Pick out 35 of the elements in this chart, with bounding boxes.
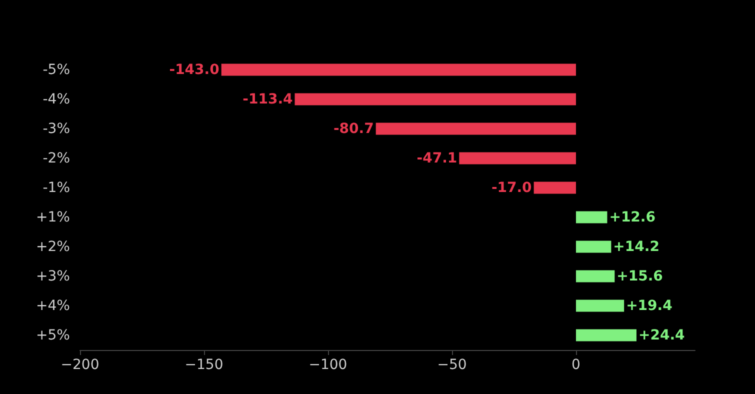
y-tick-label: +3%	[36, 268, 70, 284]
bar	[576, 300, 624, 312]
x-tick-label: −50	[437, 357, 467, 373]
data-label: -143.0	[169, 62, 220, 78]
data-label: -47.1	[416, 150, 458, 166]
x-tick-label: −200	[60, 357, 100, 373]
x-tick-label: −100	[308, 357, 348, 373]
x-tick-label: 0	[572, 357, 580, 373]
bar	[459, 152, 576, 164]
y-tick-label: +5%	[36, 327, 70, 344]
y-tick-label: -5%	[42, 62, 70, 78]
bar	[221, 64, 576, 76]
bar	[576, 240, 612, 253]
bar	[534, 182, 576, 194]
bar	[576, 270, 615, 282]
y-tick-label: -1%	[42, 180, 70, 196]
data-label: +14.2	[613, 238, 660, 255]
y-tick-label: -2%	[42, 150, 70, 166]
data-label: -17.0	[491, 180, 532, 196]
data-label: +15.6	[616, 268, 663, 284]
data-label: +24.4	[638, 327, 686, 344]
bar	[576, 329, 636, 342]
data-label: +19.4	[626, 298, 673, 314]
bar	[576, 211, 608, 224]
y-tick-label: -4%	[42, 91, 70, 108]
data-label: -113.4	[242, 91, 294, 108]
y-tick-label: -3%	[42, 120, 70, 137]
y-tick-label: +2%	[36, 238, 70, 255]
bar	[294, 93, 576, 106]
bar	[376, 122, 576, 135]
x-tick-label: −150	[184, 357, 224, 373]
data-label: -80.7	[333, 120, 374, 137]
y-tick-label: +4%	[36, 298, 70, 314]
y-tick-label: +1%	[36, 209, 70, 226]
data-label: +12.6	[609, 209, 656, 226]
